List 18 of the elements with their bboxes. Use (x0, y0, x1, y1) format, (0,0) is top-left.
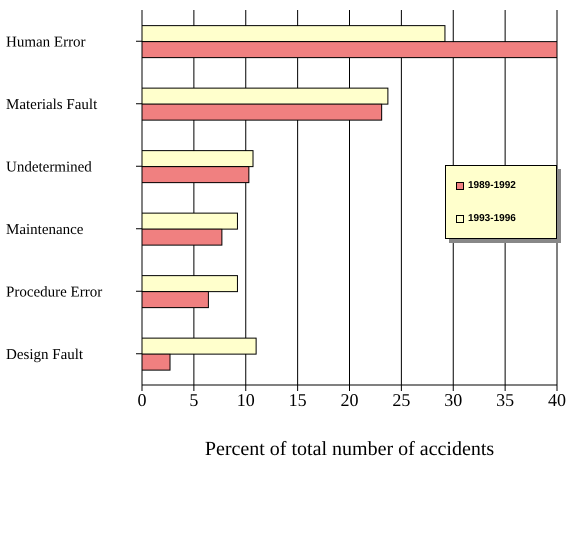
x-tick-label: 5 (189, 390, 198, 410)
y-tick-label: Human Error (6, 34, 86, 51)
x-tick-label: 0 (138, 390, 146, 410)
y-tick-label: Design Fault (6, 347, 84, 364)
y-tick-label: Undetermined (6, 160, 92, 176)
legend-label: 1993-1996 (467, 213, 517, 224)
x-tick-label: 25 (392, 390, 410, 410)
x-tick-label: 35 (496, 390, 514, 410)
x-tick-label: 15 (288, 390, 307, 410)
y-tick-label: Materials Fault (6, 97, 98, 114)
legend-label: 1989-1992 (467, 180, 517, 191)
x-tick-label: 20 (340, 390, 358, 410)
y-tick-label: Maintenance (6, 222, 84, 238)
x-axis-title: Percent of total number of accidents (204, 438, 494, 460)
x-tick-label: 30 (444, 390, 462, 410)
y-tick-label: Procedure Error (6, 284, 102, 301)
x-tick-label: 40 (548, 390, 566, 410)
x-tick-label: 10 (236, 390, 255, 410)
